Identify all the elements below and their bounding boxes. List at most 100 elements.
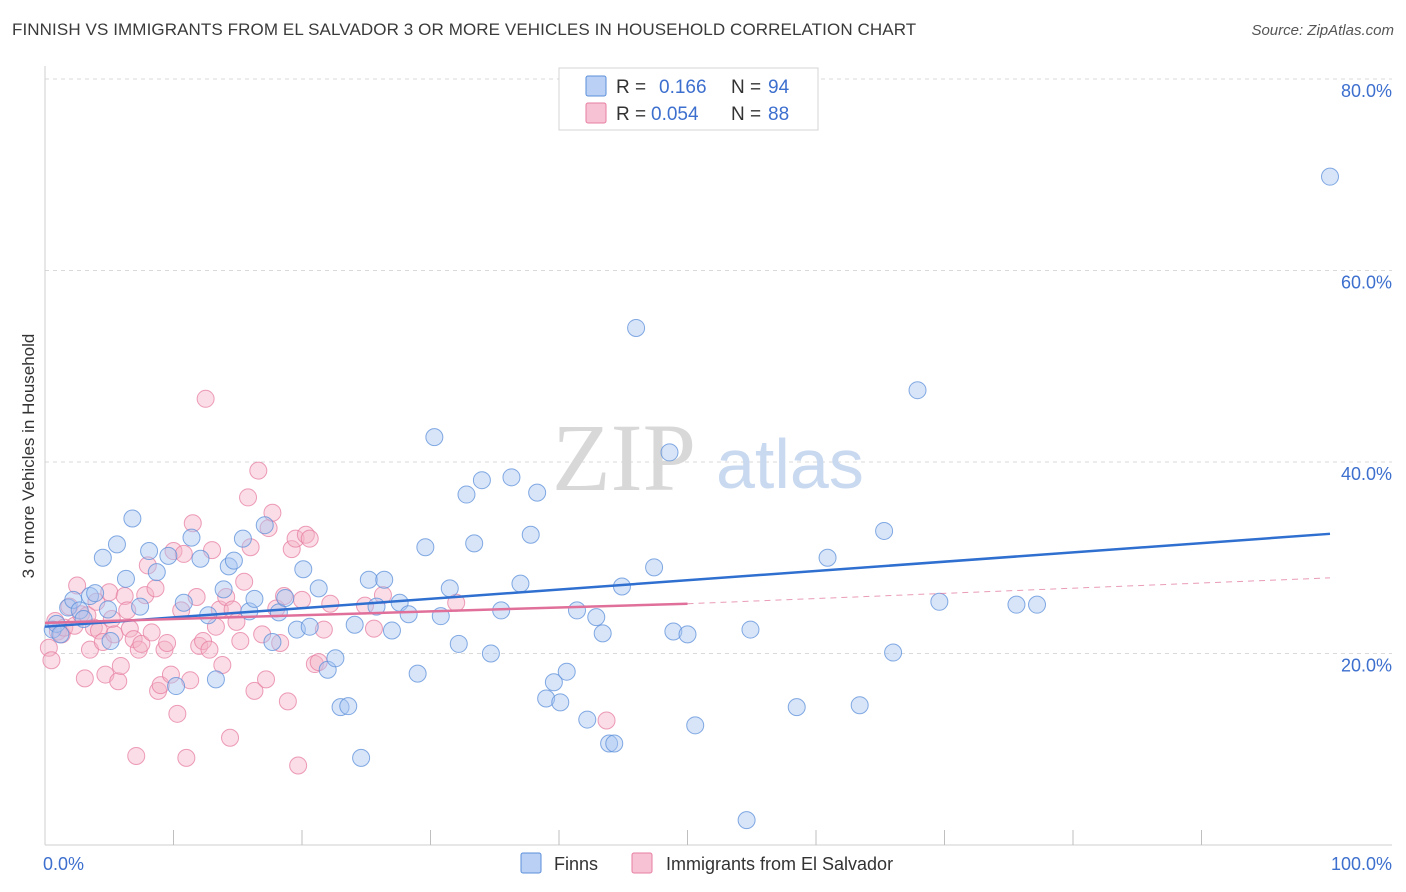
finns-point [167, 677, 186, 696]
finns-point [147, 563, 166, 582]
finns-point [627, 318, 646, 337]
finns-point [245, 589, 264, 608]
finns-point [544, 673, 563, 692]
legend-r-label-finns: R = [616, 77, 646, 98]
salvador-point [177, 748, 196, 767]
x-tick-labels: 0.0% 100.0% [43, 854, 1392, 874]
stats-legend: R = 0.166 N = 94 R = 0.054 N = 88 [558, 67, 819, 131]
finns-point [884, 643, 903, 662]
finns-point [440, 579, 459, 598]
legend-swatch-salvador [585, 102, 607, 124]
salvador-point [289, 756, 308, 775]
finns-point [449, 634, 468, 653]
finns-point [326, 649, 345, 668]
salvador-point [138, 556, 157, 575]
finns-point [737, 811, 756, 830]
salvador-point [168, 704, 187, 723]
finns-point [416, 538, 435, 557]
finns-point [359, 570, 378, 589]
finns-point [98, 600, 117, 619]
finns-point [1028, 595, 1047, 614]
salvador-point [161, 665, 180, 684]
salvador-point [136, 586, 155, 605]
finns-point [528, 483, 547, 502]
finns-point [331, 698, 350, 717]
finns-point [375, 570, 394, 589]
trend-lines [44, 532, 1331, 628]
salvador-point [146, 579, 165, 598]
salvador-point [278, 692, 297, 711]
salvador-point [253, 625, 272, 644]
finns-point [263, 633, 282, 652]
finns-point [930, 592, 949, 611]
finns-point [206, 670, 225, 689]
finns-point [255, 516, 274, 535]
finns-point [472, 471, 491, 490]
salvador-point [271, 633, 290, 652]
finns-point [191, 549, 210, 568]
finns-point [741, 620, 760, 639]
finns-point [51, 625, 70, 644]
y-tick-label: 40.0% [1341, 464, 1392, 484]
finns-point [352, 748, 371, 767]
salvador-point [309, 653, 328, 672]
salvador-point [235, 572, 254, 591]
finns-point [850, 696, 869, 715]
chart-title: FINNISH VS IMMIGRANTS FROM EL SALVADOR 3… [12, 20, 917, 39]
salvador-point [239, 488, 258, 507]
legend-r-value-finns: 0.166 [659, 77, 707, 98]
salvador-point [200, 640, 219, 659]
y-tick-labels: 20.0% 40.0% 60.0% 80.0% [1341, 81, 1392, 676]
axes [44, 66, 1392, 846]
finns-point [219, 557, 238, 576]
finns-point [107, 535, 126, 554]
finns-point [425, 428, 444, 447]
salvador-point [314, 620, 333, 639]
salvador-point [282, 540, 301, 559]
finns-point [123, 509, 142, 528]
salvador-trend-extension [687, 577, 1331, 605]
finns-point [408, 664, 427, 683]
finns-point [600, 734, 619, 753]
salvador-points [39, 389, 616, 775]
finns-point [294, 560, 313, 579]
watermark-zip: ZIP [552, 404, 696, 511]
salvador-point [164, 542, 183, 561]
finns-point [182, 528, 201, 547]
salvador-point [257, 670, 276, 689]
x-tick-label-end: 100.0% [1331, 854, 1392, 874]
finns-point [70, 601, 89, 620]
grid-lines [45, 78, 1392, 654]
finns-trend-line [44, 532, 1331, 628]
finns-point [233, 529, 252, 548]
salvador-point [132, 634, 151, 653]
salvador-point [142, 623, 161, 642]
finns-point [300, 617, 319, 636]
finns-point [908, 381, 927, 400]
finns-point [686, 716, 705, 735]
salvador-point [249, 461, 268, 480]
finns-point [481, 644, 500, 663]
finns-point [224, 551, 243, 570]
finns-point [678, 625, 697, 644]
finns-point [593, 624, 612, 643]
source-label: Source: ZipAtlas.com [1251, 22, 1394, 39]
finns-point [382, 621, 401, 640]
salvador-point [158, 633, 177, 652]
legend-swatch-finns [585, 75, 607, 97]
finns-point [537, 689, 556, 708]
salvador-point [300, 529, 319, 548]
salvador-point [373, 586, 392, 605]
finns-point [465, 534, 484, 553]
watermark-atlas: atlas [716, 425, 864, 503]
bottom-legend-label-finns: Finns [554, 854, 598, 874]
salvador-point [293, 590, 311, 609]
finns-point [664, 622, 683, 641]
legend-n-value-finns: 94 [768, 77, 790, 98]
y-tick-label: 80.0% [1341, 81, 1392, 101]
finns-point [645, 558, 664, 577]
salvador-point [286, 529, 305, 548]
salvador-point [321, 594, 340, 613]
finns-point [660, 443, 679, 462]
finns-point [101, 632, 120, 651]
